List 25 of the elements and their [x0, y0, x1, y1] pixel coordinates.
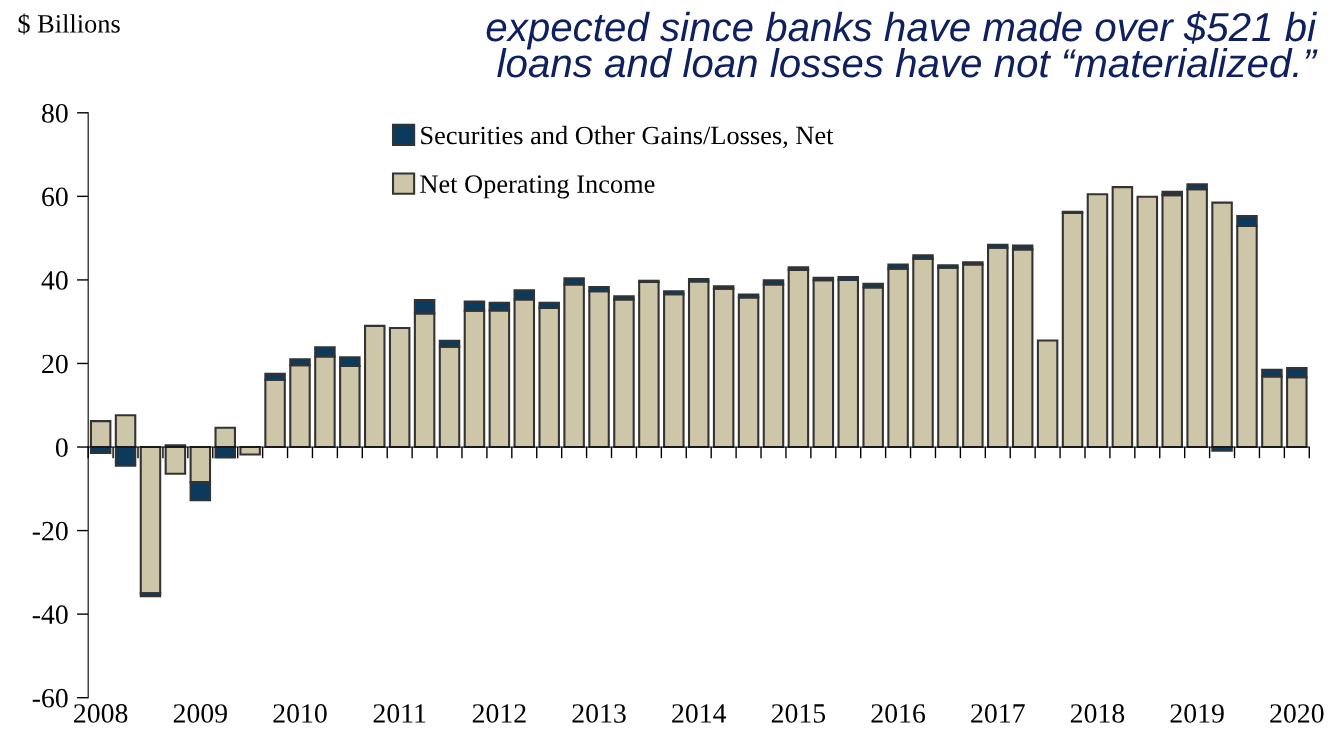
x-tick-label: 2020	[1270, 704, 1324, 723]
y-tick-label: 40	[41, 271, 68, 290]
y-tick-label: 60	[42, 187, 68, 207]
y-tick-label: -60	[32, 688, 68, 708]
x-tick-label: 2012	[472, 704, 526, 723]
x-tick-label: 2016	[871, 704, 926, 723]
y-tick-label: 80	[42, 103, 68, 123]
x-tick-label: 2019	[1170, 704, 1224, 723]
x-tick-label: 2010	[273, 704, 327, 723]
y-tick-label: 20	[42, 354, 68, 374]
x-tick-label: 2015	[771, 704, 826, 723]
x-tick-label: 2009	[173, 704, 227, 723]
chart-title: expected since banks have made over $521 bi loans and loan losses have not “materialized.”	[486, 11, 1318, 78]
y-axis-title: $ Billions	[18, 13, 120, 35]
y-tick-label: -40	[32, 605, 68, 625]
x-tick-label: 2017	[971, 704, 1025, 723]
x-tick-label: 2011	[373, 704, 426, 723]
x-tick-label: 2014	[672, 704, 727, 723]
legend-label: Net Operating Income	[420, 175, 655, 199]
x-tick-label: 2013	[572, 704, 626, 723]
x-tick-label: 2008	[74, 704, 128, 723]
legend-label: Securities and Other Gains/Losses, Net	[421, 125, 834, 149]
y-tick-label: 0	[55, 438, 68, 457]
y-tick-label: -20	[32, 521, 68, 541]
x-tick-label: 2018	[1070, 704, 1125, 723]
